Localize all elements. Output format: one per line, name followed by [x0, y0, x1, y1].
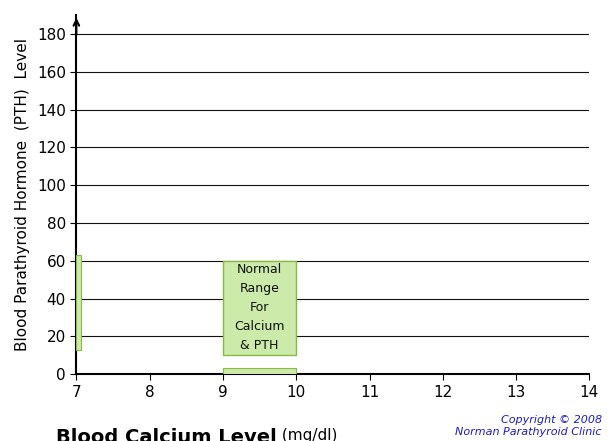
Bar	[76, 255, 82, 350]
Y-axis label: Blood Parathyroid Hormone  (PTH)  Level: Blood Parathyroid Hormone (PTH) Level	[15, 38, 30, 351]
Text: Blood Calcium Level: Blood Calcium Level	[56, 428, 277, 441]
Text: (mg/dl): (mg/dl)	[278, 428, 338, 441]
Bar	[223, 261, 296, 355]
Text: Copyright © 2008
Norman Parathyroid Clinic: Copyright © 2008 Norman Parathyroid Clin…	[455, 415, 602, 437]
Bar	[223, 368, 296, 374]
Text: Normal
Range
For
Calcium
& PTH: Normal Range For Calcium & PTH	[235, 263, 285, 352]
